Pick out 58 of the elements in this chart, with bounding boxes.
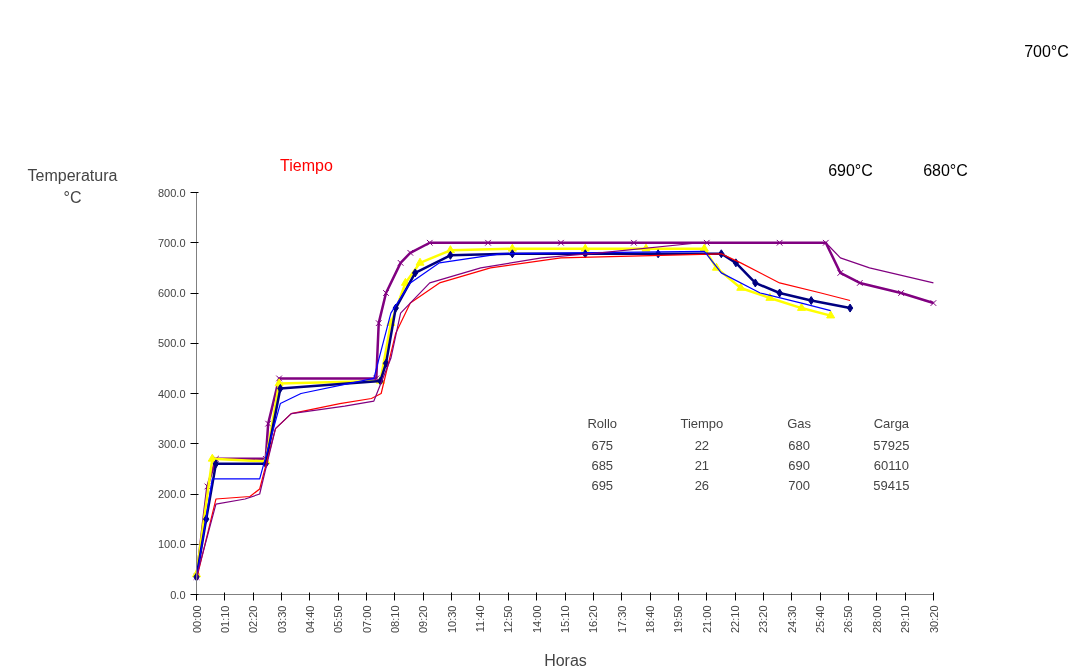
annotation: 675 — [591, 438, 614, 454]
x-tick-label: 29:10 — [899, 605, 912, 634]
x-tick-label: 24:30 — [785, 605, 798, 634]
y-tick-label: 100.0 — [157, 538, 186, 551]
x-tick-label: 12:50 — [502, 605, 515, 634]
annotation: Rollo — [587, 416, 618, 432]
x-tick-label: 14:00 — [530, 605, 543, 634]
annotation: Tiempo — [680, 416, 724, 432]
x-tick-label: 08:10 — [388, 605, 401, 634]
annotation: 695 — [591, 478, 614, 494]
x-tick-label: 05:50 — [332, 605, 345, 634]
x-tick-label: 25:40 — [814, 605, 827, 634]
annotation: 685 — [591, 458, 614, 474]
annotation: Gas — [787, 416, 812, 432]
annotation: 700 — [788, 478, 810, 494]
x-tick-label: 10:30 — [445, 605, 458, 634]
annotation: 22 — [694, 438, 710, 454]
y-tick-label: 0.0 — [170, 588, 186, 601]
x-tick-label: 09:20 — [417, 605, 430, 634]
y-tick-label: 500.0 — [157, 337, 186, 350]
x-tick-label: 01:10 — [218, 605, 231, 634]
x-tick-label: 22:10 — [729, 605, 742, 634]
x-tick-label: 11:40 — [473, 605, 486, 633]
y-tick-label: 400.0 — [157, 387, 186, 400]
x-tick-label: 21:00 — [700, 605, 713, 634]
x-tick-label: 18:40 — [644, 605, 657, 634]
annotation: 57925 — [873, 438, 910, 454]
x-tick-label: 16:20 — [587, 605, 600, 634]
annotation: 680 — [788, 438, 810, 454]
text: 680°C — [923, 162, 968, 179]
annotation: 26 — [694, 478, 710, 494]
y-tick-label: 600.0 — [157, 287, 186, 299]
x-tick-label: 28:00 — [870, 605, 883, 634]
x-tick-label: 07:00 — [360, 605, 373, 634]
x-tick-label: 03:30 — [275, 605, 288, 634]
y-tick-label: 200.0 — [157, 488, 186, 500]
x-tick-label: 00:00 — [190, 605, 203, 634]
y-tick-label: 700.0 — [157, 236, 186, 249]
y-tick-label: 800.0 — [157, 186, 186, 199]
annotation: Carga — [873, 416, 910, 432]
text: Tiempo — [280, 157, 333, 174]
y-axis-title: Temperatura °C — [27, 167, 118, 206]
x-tick-label: 15:10 — [559, 605, 571, 634]
x-tick-label: 04:40 — [303, 605, 316, 634]
x-tick-label: 30:20 — [927, 605, 940, 634]
x-tick-label: 17:30 — [615, 605, 628, 634]
x-tick-label: 02:20 — [247, 605, 260, 634]
y-tick-label: 300.0 — [157, 437, 186, 450]
x-tick-label: 19:50 — [672, 605, 685, 634]
x-tick-label: 26:50 — [842, 605, 855, 634]
text: 700°C — [1024, 43, 1069, 60]
annotation: 21 — [694, 458, 710, 474]
x-axis-title: Horas — [544, 652, 587, 669]
annotation: 59415 — [873, 478, 910, 494]
x-tick-label: 23:20 — [757, 605, 770, 634]
annotation: 690 — [788, 458, 810, 474]
text: 690°C — [828, 162, 873, 179]
annotation: 60110 — [873, 458, 909, 474]
